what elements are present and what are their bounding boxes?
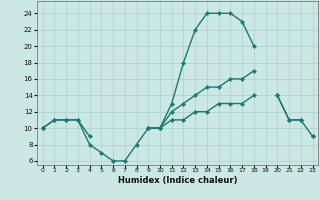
X-axis label: Humidex (Indice chaleur): Humidex (Indice chaleur) [118, 176, 237, 185]
